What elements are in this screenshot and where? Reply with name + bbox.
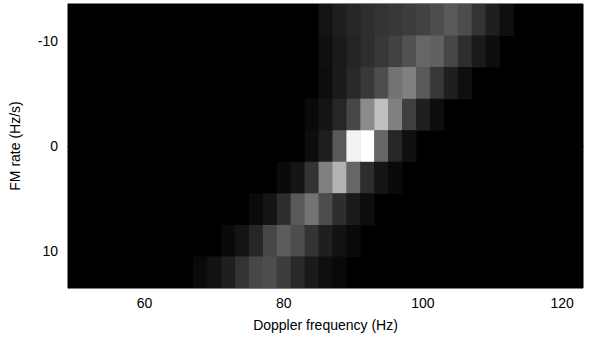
svg-text:FM rate (Hz/s): FM rate (Hz/s) <box>7 101 23 190</box>
svg-text:10: 10 <box>42 243 58 259</box>
svg-text:-10: -10 <box>38 33 58 49</box>
svg-text:100: 100 <box>411 295 435 311</box>
svg-text:80: 80 <box>276 295 292 311</box>
svg-text:60: 60 <box>137 295 153 311</box>
svg-text:0: 0 <box>50 138 58 154</box>
svg-text:Doppler frequency (Hz): Doppler frequency (Hz) <box>253 317 398 333</box>
svg-text:120: 120 <box>550 295 574 311</box>
